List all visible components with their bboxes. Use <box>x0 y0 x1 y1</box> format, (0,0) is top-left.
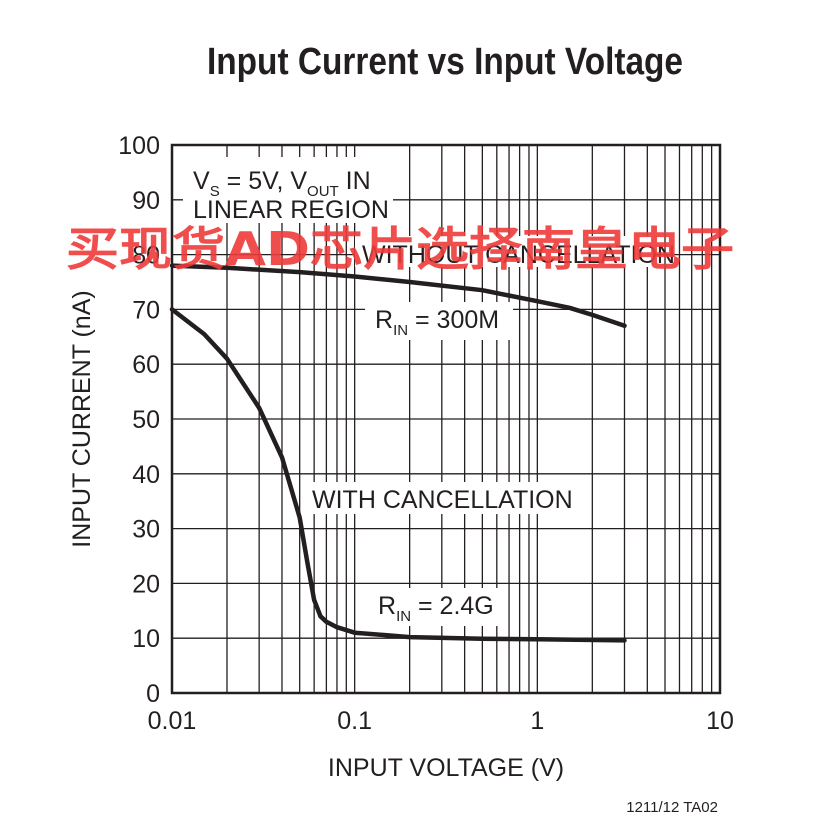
x-tick-label: 1 <box>530 707 544 735</box>
y-tick-label: 20 <box>132 570 160 598</box>
rin-24g-label: RIN = 2.4G <box>378 592 494 625</box>
with-cancellation-label: WITH CANCELLATION <box>312 486 573 514</box>
without-cancellation-curve <box>169 263 627 329</box>
y-tick-label: 70 <box>132 296 160 324</box>
conditions-end: IN <box>339 167 371 195</box>
conditions-annotation: VS = 5V, VOUT IN <box>193 167 371 200</box>
x-tick-label: 10 <box>706 707 734 735</box>
x-tick-labels: 0.01 0.1 1 10 <box>148 707 734 735</box>
rin-24g-value: = 2.4G <box>411 592 494 620</box>
rin-24g-sub: IN <box>396 608 411 625</box>
y-tick-labels: 0 10 20 30 40 50 60 70 80 90 100 <box>118 132 160 708</box>
y-tick-label: 30 <box>132 516 160 544</box>
watermark-text: 买现货AD芯片选择南皇电子 <box>66 222 734 276</box>
x-axis-label: INPUT VOLTAGE (V) <box>328 754 564 782</box>
y-tick-label: 80 <box>132 242 160 270</box>
vout-subscript: OUT <box>307 183 339 200</box>
y-tick-label: 40 <box>132 461 160 489</box>
rin-300m-label: RIN = 300M <box>375 306 499 339</box>
y-tick-label: 90 <box>132 187 160 215</box>
rin-300m-sub: IN <box>393 322 408 339</box>
x-tick-label: 0.1 <box>337 707 372 735</box>
y-axis-label: INPUT CURRENT (nA) <box>68 290 96 547</box>
conditions-line2: LINEAR REGION <box>193 196 389 224</box>
vs-symbol: V <box>193 167 210 195</box>
plot-frame <box>170 143 722 695</box>
series-group <box>169 263 627 643</box>
y-tick-label: 10 <box>132 625 160 653</box>
rin-300m-value: = 300M <box>408 306 499 334</box>
chart-title: Input Current vs Input Voltage <box>207 41 683 83</box>
with-cancellation-curve <box>169 307 627 643</box>
without-cancellation-label: WITHOUT CANCELLATION <box>362 241 675 269</box>
figure-id: 1211/12 TA02 <box>626 799 718 816</box>
annotation-backgrounds <box>183 157 655 626</box>
x-tick-label: 0.01 <box>148 707 197 735</box>
rin-300m-r: R <box>375 306 393 334</box>
rin-24g-r: R <box>378 592 396 620</box>
y-tick-label: 50 <box>132 406 160 434</box>
y-tick-label: 0 <box>146 680 160 708</box>
y-tick-label: 60 <box>132 351 160 379</box>
y-tick-label: 100 <box>118 132 160 160</box>
vs-mid: = 5V, V <box>220 167 308 195</box>
vs-subscript: S <box>210 183 220 200</box>
